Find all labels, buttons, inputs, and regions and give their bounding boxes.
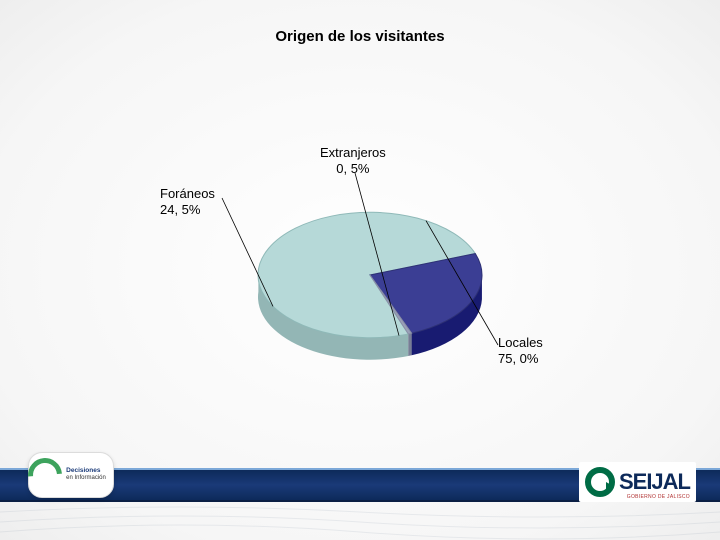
slide-container: { "title": "Origen de los visitantes", "… [0, 0, 720, 540]
slice-label-extranjeros-name: Extranjeros [320, 145, 386, 161]
logo-decisiones-line2: en Información [66, 475, 106, 481]
footer-decoration [0, 502, 720, 540]
logo-decisiones-line1: Decisiones [66, 468, 106, 475]
slice-label-foraneos: Foráneos24, 5% [160, 186, 215, 217]
slice-label-locales: Locales75, 0% [498, 335, 543, 366]
logo-seijal-text: SEIJAL [619, 469, 690, 495]
slice-label-locales-name: Locales [498, 335, 543, 351]
logo-seijal: SEIJAL GOBIERNO DE JALISCO [579, 462, 696, 502]
slice-label-locales-value: 75, 0% [498, 351, 543, 367]
logo-decisiones-text: Decisiones en Información [66, 468, 106, 481]
slice-label-foraneos-name: Foráneos [160, 186, 215, 202]
slice-label-extranjeros-value: 0, 5% [320, 161, 386, 177]
logo-seijal-subtext: GOBIERNO DE JALISCO [627, 494, 690, 500]
slice-label-foraneos-value: 24, 5% [160, 202, 215, 218]
logo-seijal-icon [585, 467, 615, 497]
pie-side-extranjeros [408, 333, 411, 356]
logo-decisiones: Decisiones en Información [28, 452, 114, 498]
slice-label-extranjeros: Extranjeros0, 5% [320, 145, 386, 176]
